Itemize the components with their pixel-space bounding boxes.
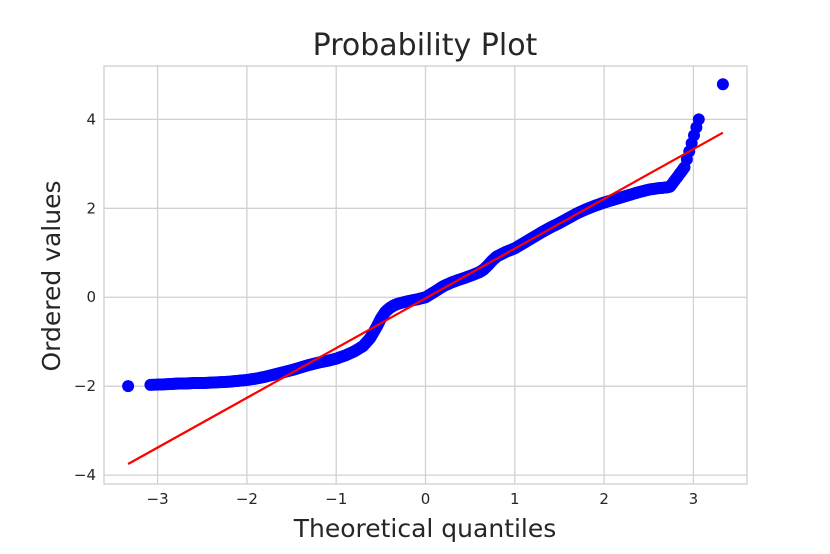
data-point	[716, 78, 729, 91]
x-tick-label: −1	[325, 490, 347, 508]
x-axis-label: Theoretical quantiles	[293, 514, 557, 543]
x-tick-label: −3	[147, 490, 169, 508]
y-tick-label: 4	[86, 110, 96, 128]
y-tick-label: −2	[74, 377, 96, 395]
x-tick-labels: −3 −2 −1 0 1 2 3	[147, 490, 699, 508]
x-tick-label: 0	[421, 490, 431, 508]
y-axis-label: Ordered values	[37, 180, 66, 371]
x-tick-label: 3	[689, 490, 699, 508]
x-tick-label: 2	[599, 490, 609, 508]
y-tick-label: 2	[86, 199, 96, 217]
data-point	[692, 113, 705, 126]
plot-area-frame	[103, 65, 748, 485]
chart-title: Probability Plot	[313, 28, 538, 63]
fit-line	[127, 131, 724, 465]
x-grid-lines	[156, 66, 695, 484]
data-series-layer	[122, 78, 729, 465]
y-grid-lines	[104, 118, 747, 476]
x-tick-label: −2	[236, 490, 258, 508]
y-tick-label: 0	[86, 288, 96, 306]
x-tick-label: 1	[510, 490, 520, 508]
y-tick-label: −4	[74, 466, 96, 484]
y-tick-labels: −4 −2 0 2 4	[74, 110, 96, 484]
data-point	[122, 380, 135, 393]
